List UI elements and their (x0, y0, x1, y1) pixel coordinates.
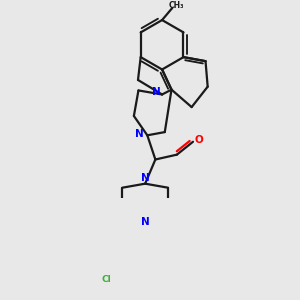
Text: N: N (141, 173, 149, 183)
Text: CH₃: CH₃ (169, 1, 184, 10)
Text: N: N (141, 217, 149, 227)
Text: N: N (135, 129, 144, 139)
Text: Cl: Cl (101, 275, 111, 284)
Text: O: O (194, 135, 203, 145)
Text: N: N (152, 87, 161, 97)
